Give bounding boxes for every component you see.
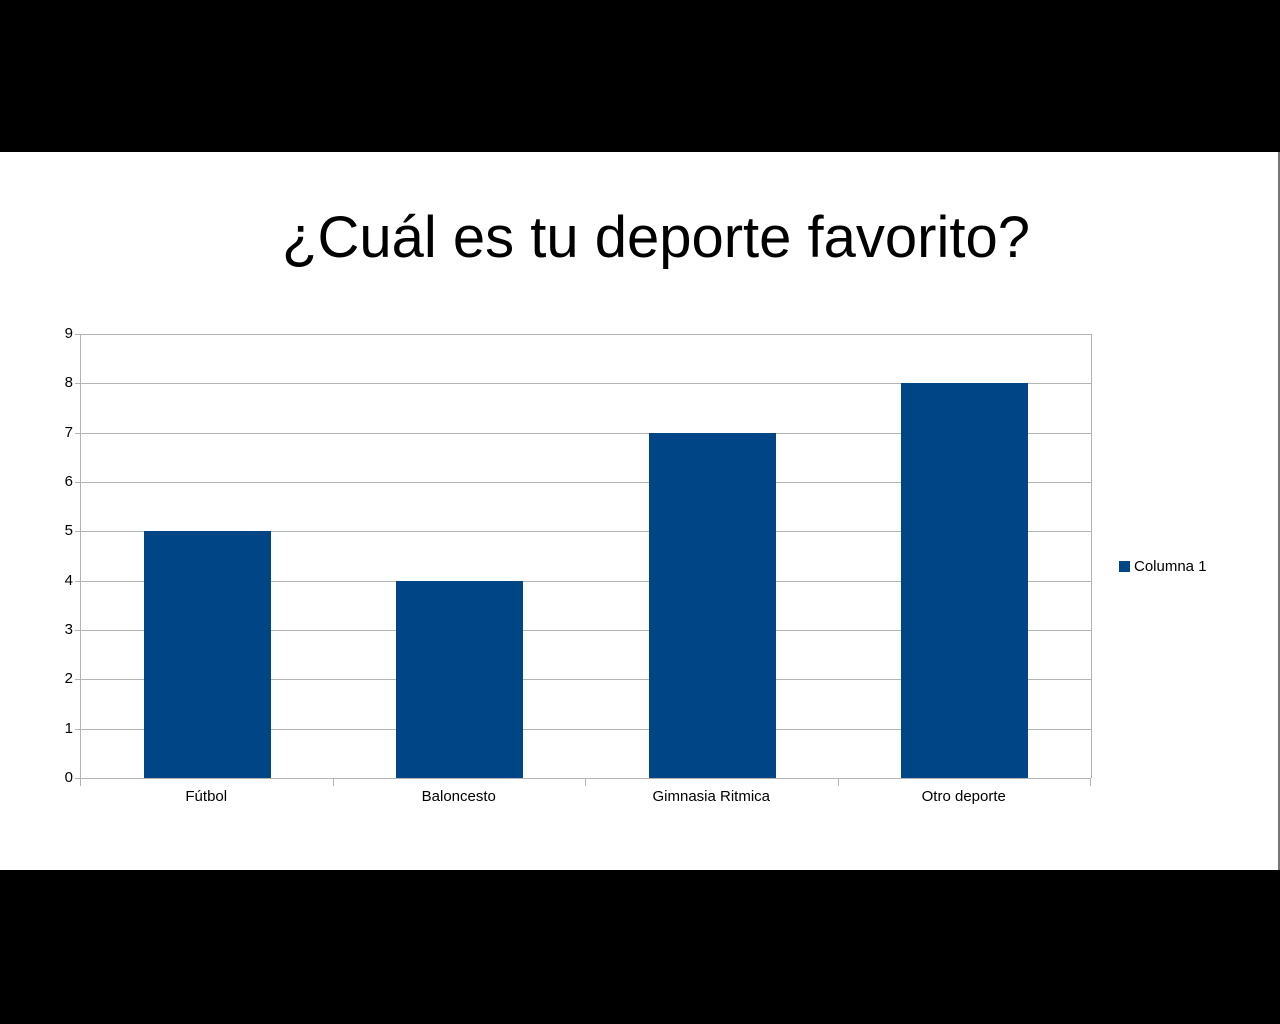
x-tick — [80, 778, 81, 786]
gridline — [75, 432, 1091, 434]
legend-label: Columna 1 — [1134, 558, 1207, 575]
y-tick-label: 9 — [64, 325, 73, 342]
legend-swatch — [1119, 561, 1130, 572]
y-tick-label: 7 — [64, 423, 73, 441]
bar — [901, 383, 1029, 778]
bar — [648, 432, 776, 778]
bar — [396, 580, 524, 778]
gridline — [75, 383, 1091, 385]
gridline — [75, 580, 1091, 582]
y-tick-label: 6 — [64, 473, 73, 490]
bar — [143, 531, 271, 778]
gridline — [75, 728, 1091, 730]
gridline — [75, 531, 1091, 533]
x-tick-label: Gimnasia Ritmica — [652, 788, 771, 805]
legend: Columna 1 — [1119, 558, 1207, 575]
y-tick-label: 0 — [64, 769, 73, 786]
slide-title: ¿Cuál es tu deporte favorito? — [282, 205, 1030, 270]
gridline — [75, 679, 1091, 681]
y-tick-label: 8 — [64, 374, 73, 392]
y-tick-label: 4 — [64, 571, 73, 589]
y-tick-label: 3 — [64, 621, 73, 638]
plot-area: 0 1 2 3 4 5 6 7 8 9 — [65, 325, 1092, 786]
gridline — [75, 482, 1091, 483]
gridline — [75, 334, 1091, 335]
y-tick-label: 2 — [64, 670, 73, 688]
x-tick — [837, 778, 839, 786]
x-tick-label: Otro deporte — [921, 788, 1006, 805]
x-tick-label: Baloncesto — [421, 788, 496, 805]
gridline — [75, 630, 1091, 631]
x-tick — [1090, 778, 1091, 786]
x-tick — [585, 778, 586, 786]
x-tick — [332, 778, 334, 786]
slide: ¿Cuál es tu deporte favorito? 0 1 2 3 4 5 6 7 8 9… — [0, 152, 1280, 870]
y-tick-label: 1 — [64, 719, 73, 737]
x-tick-label: Fútbol — [185, 788, 228, 805]
y-tick-label: 5 — [64, 522, 73, 540]
gridline — [75, 778, 1091, 779]
